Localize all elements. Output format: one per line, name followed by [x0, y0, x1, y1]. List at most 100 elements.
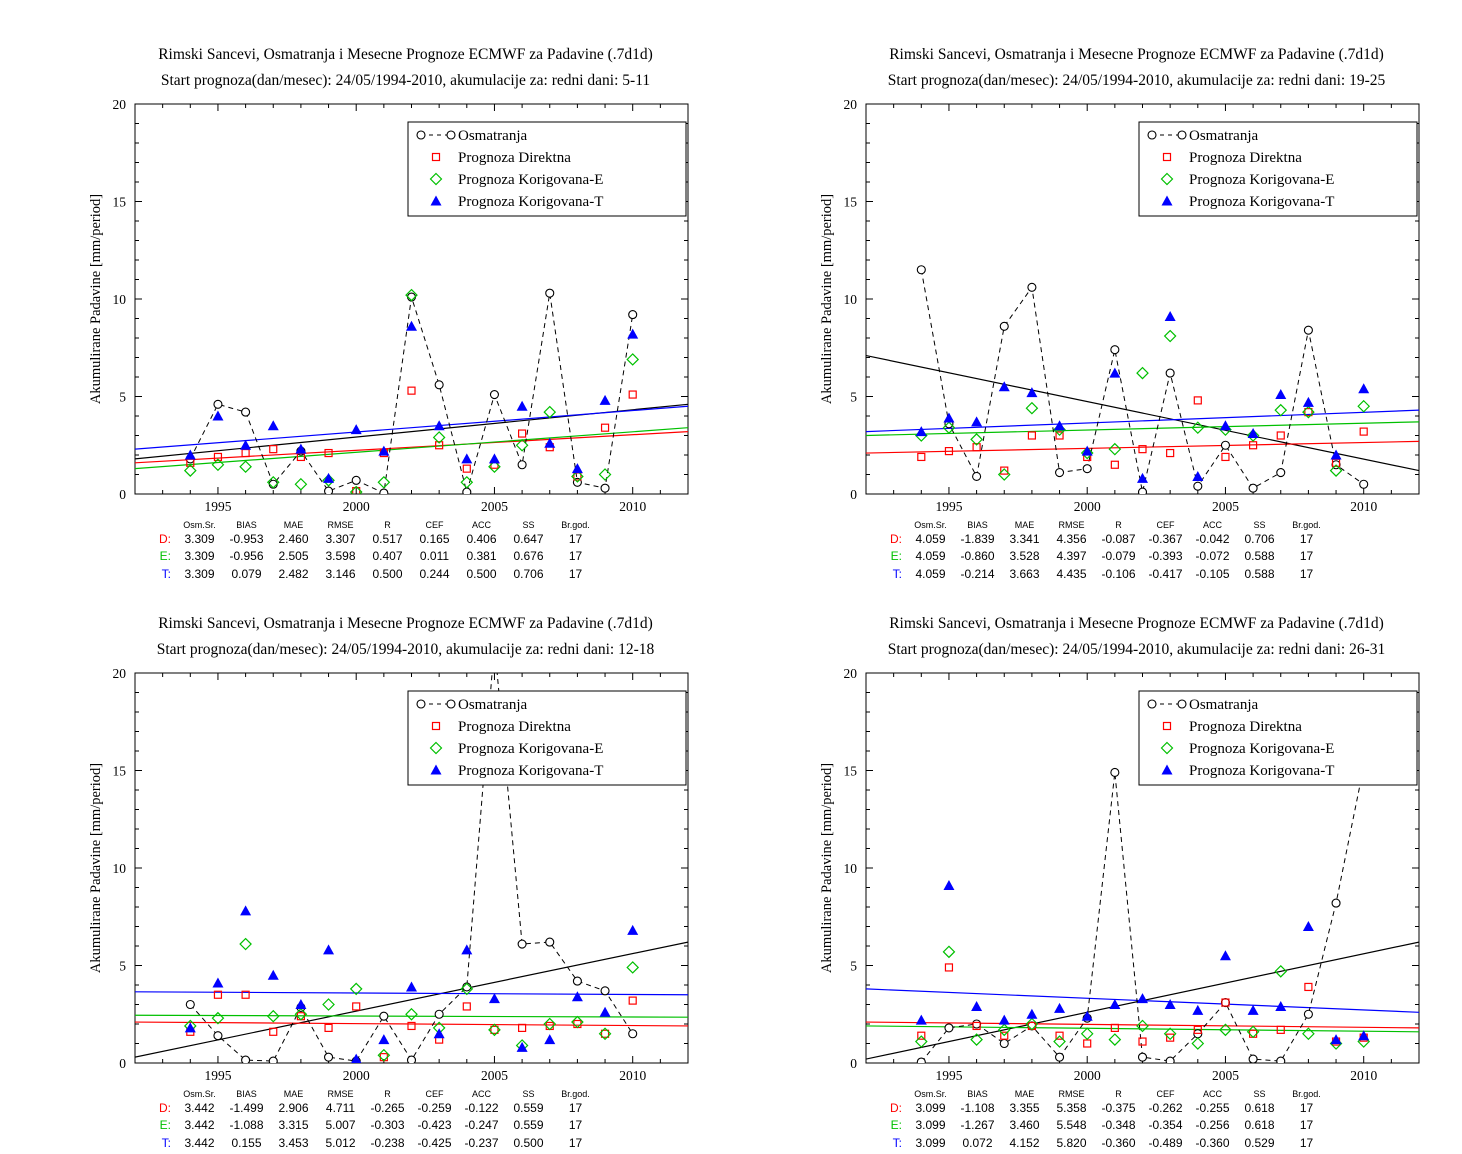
data-point: [184, 449, 196, 460]
legend-label: Osmatranja: [1189, 128, 1258, 144]
data-point: [429, 172, 443, 186]
stats-value-cell: 0.706: [513, 566, 544, 581]
x-tick-label: 2005: [1212, 1068, 1239, 1083]
data-point: [213, 990, 223, 999]
y-tick-label: 5: [850, 959, 857, 974]
data-point: [545, 1021, 554, 1031]
stats-value-cell: 3.528: [1009, 549, 1040, 564]
chart-panel-days-26-31: Rimski Sancevi, Osmatranja i Mesecne Pro…: [771, 585, 1462, 1154]
data-point: [518, 1023, 527, 1032]
data-point: [295, 999, 307, 1009]
stats-header-cell: ACC: [471, 520, 491, 530]
data-point: [351, 1053, 362, 1063]
data-point: [1165, 1056, 1175, 1063]
stats-header-cell: MAE: [283, 520, 304, 530]
data-point: [378, 1034, 390, 1045]
data-point: [571, 1015, 584, 1029]
y-tick-label: 0: [850, 487, 857, 502]
data-point: [430, 764, 442, 775]
data-point: [999, 1038, 1009, 1049]
stats-table: Osm.Sr. BIAS MAE RMSE R CEF ACC SS Br.god. D: 3.30…: [40, 520, 771, 583]
stats-value-cell: 0.706: [1244, 531, 1275, 546]
data-point: [545, 937, 555, 947]
chart-title: Rimski Sancevi, Osmatranja i Mesecne Pro…: [158, 615, 653, 632]
x-tick-label: 2010: [1350, 1068, 1377, 1083]
stats-row-label: T:: [161, 566, 171, 581]
stats-header-cell: RMSE: [327, 1089, 354, 1099]
plot-canvas: 0 5 10 15 20 1995 2000 2005 2010 Akumulirane Pada…: [819, 666, 1420, 1083]
chart-panel-days-5-11: Rimski Sancevi, Osmatranja i Mesecne Pro…: [40, 16, 771, 585]
stats-value-cell: -0.425: [417, 1135, 452, 1150]
data-point: [323, 1052, 334, 1062]
data-point: [1163, 329, 1177, 343]
data-point: [571, 463, 583, 474]
data-point: [1249, 1029, 1258, 1038]
chart-subtitle: Start prognoza(dan/mesec): 24/05/1994-20…: [160, 72, 651, 89]
chart-panel-days-12-18: Rimski Sancevi, Osmatranja i Mesecne Pro…: [40, 585, 771, 1154]
legend: Osmatranja Prognoza Direktna Prognoza Kori…: [1138, 121, 1418, 217]
stats-header-cell: MAE: [1014, 520, 1035, 530]
data-point: [416, 699, 426, 709]
stats-row-label: E:: [159, 1118, 171, 1133]
data-point: [626, 961, 640, 974]
stats-row: T: 4.059 -0.214 3.663 4.435 -0.106 -0.417 -0.10…: [867, 565, 1330, 583]
data-point: [1219, 420, 1231, 431]
stats-header-cell: Br.god.: [1292, 520, 1321, 530]
data-point: [324, 448, 333, 458]
data-point: [1054, 1052, 1065, 1062]
data-point: [294, 477, 308, 491]
data-point: [266, 1009, 280, 1023]
legend-label: Prognoza Korigovana-T: [1189, 763, 1334, 779]
stats-value-cell: 3.146: [325, 566, 356, 581]
stats-value-cell: 5.007: [325, 1118, 356, 1133]
data-point: [599, 1006, 611, 1017]
stats-grid: Osm.Sr. BIAS MAE RMSE R CEF ACC SS Br.god. D: 4.05…: [867, 520, 1330, 583]
data-point: [405, 1007, 418, 1021]
data-point: [1177, 699, 1187, 709]
x-tick-label: 2000: [1074, 499, 1101, 514]
data-point: [406, 981, 417, 992]
data-point: [1000, 466, 1009, 475]
data-point: [294, 1007, 308, 1021]
stats-value-cell: -0.375: [1101, 1100, 1136, 1115]
legend-label: Prognoza Korigovana-E: [1189, 172, 1334, 188]
stats-value-cell: 0.588: [1244, 549, 1275, 564]
stats-value-cell: 3.663: [1009, 566, 1040, 581]
stats-header-cell: MAE: [283, 1089, 304, 1099]
data-point: [1025, 1017, 1039, 1031]
data-point: [1054, 467, 1065, 478]
data-point: [1302, 921, 1314, 931]
data-point: [431, 152, 441, 162]
stats-row: E: 3.309 -0.956 2.505 3.598 0.407 0.011 0.381 0.…: [136, 548, 599, 566]
series-prognoza-korigovana-t: [915, 880, 1370, 1045]
data-point: [489, 389, 500, 400]
data-point: [267, 969, 279, 980]
x-tick-label: 1995: [204, 1068, 231, 1083]
stats-value-cell: 0.676: [513, 549, 544, 564]
series-osmatranja: [916, 265, 1369, 494]
data-point: [544, 1034, 556, 1045]
stats-value-cell: 4.059: [915, 531, 946, 546]
legend-label: Prognoza Korigovana-E: [458, 172, 603, 188]
data-point: [1246, 429, 1260, 442]
data-point: [433, 420, 445, 431]
stats-value-cell: 17: [568, 566, 583, 581]
data-point: [267, 420, 279, 431]
legend: Osmatranja Prognoza Direktna Prognoza Kori…: [1138, 690, 1418, 786]
series-prognoza-korigovana-e: [183, 288, 640, 494]
legend-label: Prognoza Korigovana-T: [1189, 194, 1334, 210]
stats-header-cell: BIAS: [236, 1089, 257, 1099]
y-axis-label: Akumulirane Padavine [mm/period]: [819, 763, 835, 973]
data-point: [1276, 1056, 1286, 1063]
y-tick-label: 15: [844, 195, 858, 210]
data-point: [1108, 1033, 1122, 1046]
data-point: [944, 963, 954, 972]
series-prognoza-direktna: [917, 396, 1368, 475]
data-point: [627, 924, 639, 935]
legend-label: Osmatranja: [1189, 697, 1258, 713]
korigovana-e-trend: [866, 421, 1419, 437]
stats-row-label: E:: [159, 549, 171, 564]
stats-value-cell: 3.099: [915, 1100, 946, 1115]
data-point: [1053, 1035, 1066, 1048]
data-point: [1137, 487, 1148, 494]
